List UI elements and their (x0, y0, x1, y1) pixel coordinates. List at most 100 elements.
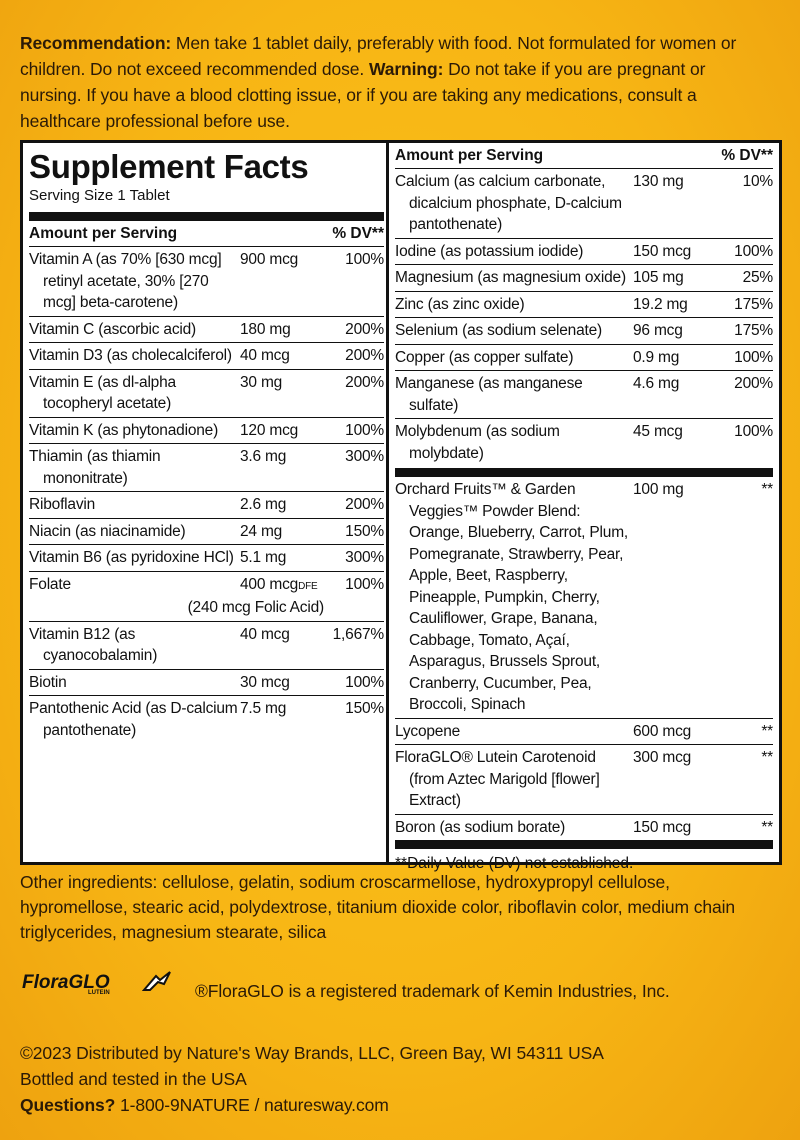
nutrient-dv: ** (761, 749, 773, 766)
thick-rule (395, 840, 773, 849)
amount-value: 40 mcg (240, 625, 290, 643)
copyright: ©2023 Distributed by Nature's Way Brands… (20, 1043, 604, 1063)
footer: ©2023 Distributed by Nature's Way Brands… (20, 1040, 770, 1118)
nutrient-name: Calcium (as calcium carbonate, dicalcium… (395, 173, 622, 233)
nutrient-name: Vitamin B6 (as pyridoxine HCl) (29, 549, 234, 566)
nutrient-row: Niacin (as niacinamide) 24 mg 150% (29, 519, 384, 545)
nutrient-name: Vitamin B12 (as cyanocobalamin) (29, 625, 158, 665)
recommendation-text: Men take 1 tablet daily, preferably with… (20, 33, 737, 79)
nutrient-dv: 200% (345, 320, 384, 338)
nutrient-amount: 45 mcg (633, 421, 725, 464)
nutrient-amount: 40 mcg (240, 345, 328, 367)
supplement-facts-panel: Supplement Facts Serving Size 1 Tablet A… (20, 140, 782, 872)
facts-title: Supplement Facts (29, 148, 309, 185)
nutrient-dv: 100% (734, 242, 773, 260)
nutrient-name: Folate (29, 575, 71, 593)
nutrient-amount: 7.5 mg (240, 698, 328, 741)
nutrient-dv: 300% (345, 448, 384, 465)
trademark-text: ®FloraGLO is a registered trademark of K… (195, 981, 670, 1001)
nutrient-amount: 100 mg (633, 479, 725, 716)
amount-value: 400 mcg (240, 575, 299, 593)
nutrient-dv: 100% (734, 423, 773, 440)
nutrient-amount: 150 mcg (633, 817, 725, 839)
nutrient-dv: 200% (345, 496, 384, 513)
amount-value: 40 mcg (240, 347, 290, 364)
nutrient-amount: 30 mcg (240, 672, 328, 694)
nutrient-row: Copper (as copper sulfate) 0.9 mg 100% (395, 345, 773, 371)
nutrient-name: Manganese (as manganese sulfate) (395, 375, 583, 414)
questions: Questions? 1-800-9NATURE / naturesway.co… (20, 1092, 770, 1118)
nutrient-name: Iodine (as potassium iodide) (395, 242, 584, 260)
amount-value: 600 mcg (633, 722, 692, 740)
nutrient-row: Zinc (as zinc oxide) 19.2 mg 175% (395, 292, 773, 318)
nutrient-name: Magnesium (as magnesium oxide) (395, 269, 626, 286)
nutrient-dv: 1,667% (332, 625, 385, 643)
thick-rule (29, 212, 384, 221)
nutrient-row: Vitamin B12 (as cyanocobalamin) 40 mcg 1,6… (29, 622, 384, 670)
nutrient-dv: 175% (734, 295, 773, 313)
nutrient-amount: 3.6 mg (240, 446, 328, 489)
nutrient-amount: 19.2 mg (633, 294, 725, 316)
table-header: Amount per Serving % DV** (29, 221, 384, 247)
amount-value: 130 mg (633, 173, 684, 190)
amount-value: 30 mg (240, 373, 283, 391)
nutrient-row: Vitamin E (as dl-alpha tocopheryl acetat… (29, 370, 384, 418)
table-header: Amount per Serving % DV** (395, 143, 773, 169)
nutrient-dv: 150% (345, 700, 384, 717)
nutrient-amount: 105 mg (633, 267, 725, 289)
nutrient-name: Vitamin E (as dl-alpha tocopheryl acetat… (29, 373, 176, 413)
amount-value: 900 mcg (240, 251, 299, 268)
nutrient-dv: ** (761, 722, 773, 740)
nutrient-dv: ** (761, 818, 773, 836)
amount-value: 105 mg (633, 269, 684, 286)
header-amount: Amount per Serving (395, 147, 544, 164)
warning-text: Do not take if you are pregnant or nursi… (20, 59, 706, 131)
nutrient-name: FloraGLO® Lutein Carotenoid (from Aztec … (395, 749, 600, 809)
right-rows: Calcium (as calcium carbonate, dicalcium… (395, 169, 773, 466)
nutrient-name: Lycopene (395, 722, 461, 740)
nutrient-name: Boron (as sodium borate) (395, 818, 566, 836)
amount-value: 30 mcg (240, 673, 290, 691)
nutrient-dv: ** (761, 481, 773, 498)
nutrient-name: Riboflavin (29, 496, 96, 513)
header-dv: % DV** (721, 147, 773, 164)
other-ingredients: Other ingredients: cellulose, gelatin, s… (20, 872, 736, 942)
nutrient-row: Molybdenum (as sodium molybdate) 45 mcg 10… (395, 419, 773, 466)
header-amount: Amount per Serving (29, 225, 178, 242)
bottled: Bottled and tested in the USA (20, 1069, 247, 1089)
amount-value: 120 mcg (240, 421, 299, 439)
nutrient-name: Biotin (29, 673, 67, 691)
nutrient-row: Biotin 30 mcg 100% (29, 670, 384, 696)
amount-value: 180 mg (240, 320, 291, 338)
nutrient-name: Thiamin (as thiamin mononitrate) (29, 448, 161, 487)
nutrient-row: Orchard Fruits™ & Garden Veggies™ Powder… (395, 477, 773, 719)
nutrient-amount: 180 mg (240, 319, 328, 341)
thick-rule (395, 468, 773, 477)
nutrient-amount: 130 mg (633, 171, 725, 236)
nutrient-dv: 300% (345, 549, 384, 566)
nutrient-amount: 96 mcg (633, 320, 725, 342)
amount-value: 4.6 mg (633, 375, 680, 392)
nutrient-dv: 100% (734, 348, 773, 366)
nutrient-dv: 200% (345, 373, 384, 391)
nutrient-dv: 100% (345, 421, 384, 439)
footnote: **Daily Value (DV) not established. (395, 855, 634, 872)
amount-note: (240 mcg Folic Acid) (187, 599, 325, 616)
nutrient-name: Orchard Fruits™ & Garden Veggies™ Powder… (395, 481, 629, 713)
nutrient-name: Niacin (as niacinamide) (29, 522, 186, 540)
logo-sub: LUTEIN (88, 990, 110, 996)
recommendation-label: Recommendation: (20, 33, 172, 53)
nutrient-amount: 150 mcg (633, 241, 725, 263)
nutrient-name: Vitamin K (as phytonadione) (29, 421, 219, 439)
right-column: Amount per Serving % DV** Calcium (as ca… (389, 143, 779, 872)
nutrient-name: Vitamin C (ascorbic acid) (29, 320, 196, 338)
nutrient-row: Magnesium (as magnesium oxide) 105 mg 25% (395, 265, 773, 292)
nutrient-dv: 200% (345, 347, 384, 364)
nutrient-dv: 150% (345, 522, 384, 540)
nutrient-dv: 175% (734, 322, 773, 339)
questions-text: 1-800-9NATURE / naturesway.com (120, 1095, 389, 1115)
nutrient-dv: 100% (345, 673, 384, 691)
amount-value: 19.2 mg (633, 295, 688, 313)
recommendation: Recommendation: Men take 1 tablet daily,… (20, 30, 770, 134)
